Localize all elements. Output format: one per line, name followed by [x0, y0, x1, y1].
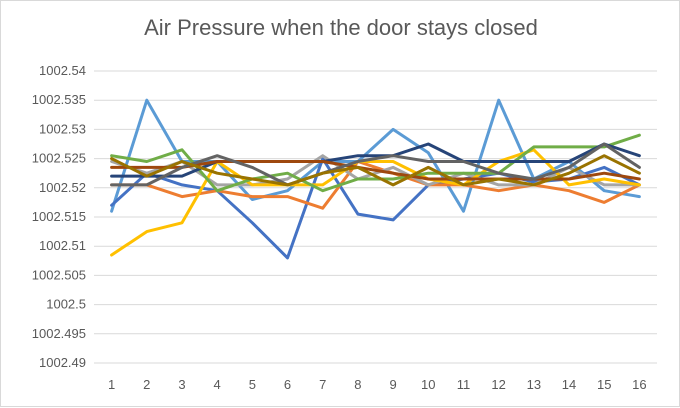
y-tick-label: 1002.54 — [39, 63, 86, 78]
series-line-10 — [110, 154, 641, 187]
x-tick-label: 13 — [527, 377, 541, 392]
x-tick-label: 10 — [421, 377, 435, 392]
x-tick-label: 7 — [319, 377, 326, 392]
y-tick-label: 1002.5 — [46, 297, 86, 312]
x-tick-label: 9 — [389, 377, 396, 392]
x-tick-label: 3 — [178, 377, 185, 392]
y-tick-label: 1002.495 — [32, 326, 86, 341]
y-tick-label: 1002.525 — [32, 151, 86, 166]
x-tick-label: 12 — [491, 377, 505, 392]
x-tick-label: 14 — [562, 377, 576, 392]
x-tick-label: 11 — [457, 377, 471, 392]
y-tick-label: 1002.53 — [39, 121, 86, 136]
x-tick-label: 6 — [284, 377, 291, 392]
x-tick-label: 15 — [597, 377, 611, 392]
y-tick-label: 1002.535 — [32, 92, 86, 107]
x-tick-label: 2 — [143, 377, 150, 392]
y-tick-label: 1002.49 — [39, 355, 86, 370]
x-tick-label: 16 — [632, 377, 646, 392]
x-tick-label: 1 — [108, 377, 115, 392]
y-tick-label: 1002.52 — [39, 180, 86, 195]
x-tick-label: 5 — [249, 377, 256, 392]
series-line-4 — [110, 154, 641, 187]
series-line-5 — [110, 148, 641, 257]
series-line-9 — [110, 142, 641, 187]
y-tick-label: 1002.505 — [32, 267, 86, 282]
y-tick-label: 1002.51 — [39, 238, 86, 253]
chart-title: Air Pressure when the door stays closed — [144, 15, 538, 40]
x-tick-label: 8 — [354, 377, 361, 392]
y-tick-label: 1002.515 — [32, 209, 86, 224]
x-tick-label: 4 — [214, 377, 221, 392]
